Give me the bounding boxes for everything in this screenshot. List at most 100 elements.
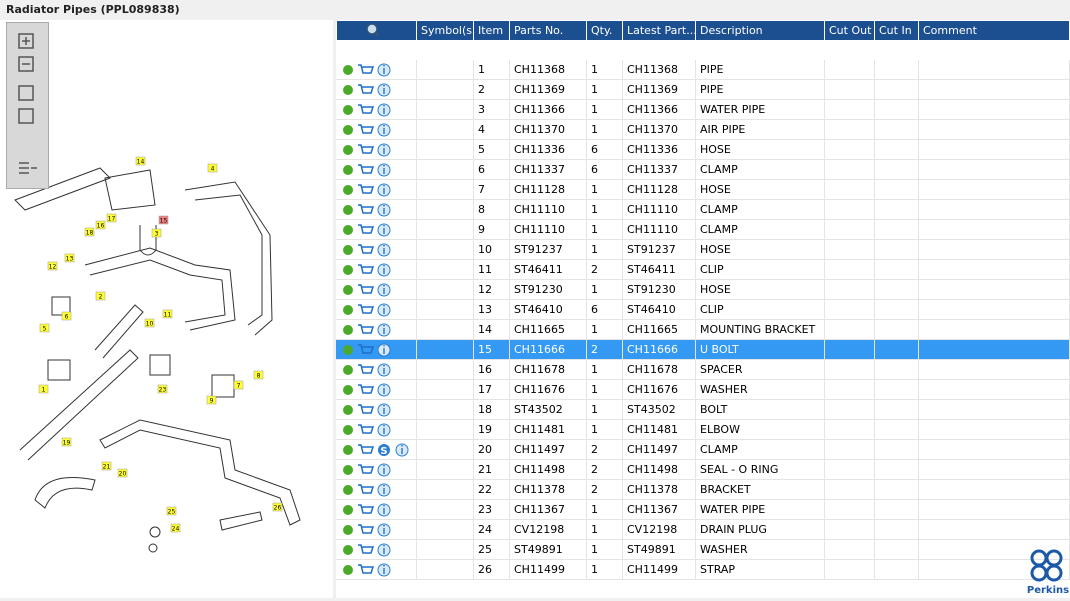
zoom-in[interactable]: [18, 33, 34, 49]
cell-description: BOLT: [696, 400, 825, 419]
cell-item: 25: [474, 540, 510, 559]
reset[interactable]: [18, 108, 34, 124]
cell-qty: 1: [587, 400, 623, 419]
cart-icon: [358, 304, 375, 314]
cell-item: 12: [474, 280, 510, 299]
cell-part: CH11337: [510, 160, 587, 179]
config-icon: [343, 225, 353, 235]
cell-empty: [875, 480, 919, 499]
cart-icon: [358, 544, 375, 554]
row-actions: [343, 423, 391, 437]
cell-empty: [417, 180, 474, 199]
grid-row[interactable]: 3 CH11366 1 CH11366 WATER PIPE: [336, 100, 1070, 120]
cell: [416, 440, 417, 459]
cell-latest: CH11128: [623, 180, 696, 199]
callout-label: 24: [172, 526, 180, 533]
zoom-out[interactable]: [18, 56, 34, 72]
cart-icon: [358, 484, 375, 494]
grid-row[interactable]: 17 CH11676 1 CH11676 WASHER: [336, 380, 1070, 400]
grid-row[interactable]: 21 CH11498 2 CH11498 SEAL - O RING: [336, 460, 1070, 480]
strap: [219, 511, 263, 531]
grid-row[interactable]: 2 CH11369 1 CH11369 PIPE: [336, 80, 1070, 100]
grid-row[interactable]: 11 ST46411 2 ST46411 CLIP: [336, 260, 1070, 280]
cell-empty: [417, 340, 474, 359]
cell-empty: [417, 560, 474, 579]
cart-icon: [358, 184, 375, 194]
grid-row[interactable]: 8 CH11110 1 CH11110 CLAMP: [336, 200, 1070, 220]
cell-empty: [417, 200, 474, 219]
cart-icon: [358, 124, 375, 134]
cell-empty: [825, 320, 875, 339]
cell-latest: ST43502: [623, 400, 696, 419]
zoom-toolbar: [6, 22, 49, 189]
callout-label: 21: [103, 464, 111, 471]
cell-latest: CH11497: [623, 440, 696, 459]
grid-row[interactable]: 6 CH11337 6 CH11337 CLAMP: [336, 160, 1070, 180]
cell-empty: [825, 360, 875, 379]
row-actions: [343, 163, 391, 177]
grid-row[interactable]: 22 CH11378 2 CH11378 BRACKET: [336, 480, 1070, 500]
cell-latest: CH11498: [623, 460, 696, 479]
cell: [416, 460, 417, 479]
row-actions: [343, 483, 391, 497]
grid-row[interactable]: 18 ST43502 1 ST43502 BOLT: [336, 400, 1070, 420]
grid-row[interactable]: 23 CH11367 1 CH11367 WATER PIPE: [336, 500, 1070, 520]
row-actions: [343, 503, 391, 517]
cell-empty: [417, 460, 474, 479]
cell-description: CLAMP: [696, 220, 825, 239]
cell-empty: [825, 540, 875, 559]
config-icon: [343, 285, 353, 295]
grid-row[interactable]: 1 CH11368 1 CH11368 PIPE: [336, 60, 1070, 80]
cell-empty: [919, 500, 1070, 519]
cell-empty: [919, 440, 1070, 459]
cell-empty: [875, 500, 919, 519]
cell-qty: 1: [587, 280, 623, 299]
grid-row[interactable]: 25 ST49891 1 ST49891 WASHER: [336, 540, 1070, 560]
cell-latest: CH11378: [623, 480, 696, 499]
cell: [416, 560, 417, 579]
grid-row[interactable]: 12 ST91230 1 ST91230 HOSE: [336, 280, 1070, 300]
cell-item: 23: [474, 500, 510, 519]
callout-box: [47, 261, 58, 271]
grid-row[interactable]: 5 CH11336 6 CH11336 HOSE: [336, 140, 1070, 160]
cell-empty: [875, 520, 919, 539]
search-header[interactable]: [337, 21, 417, 40]
callout-label: 18: [86, 230, 94, 237]
cell-latest: CH11110: [623, 220, 696, 239]
cell-qty: 1: [587, 380, 623, 399]
config-icon: [343, 105, 353, 115]
grid-row[interactable]: 24 CV12198 1 CV12198 DRAIN PLUG: [336, 520, 1070, 540]
cell-empty: [919, 340, 1070, 359]
cell-item: 17: [474, 380, 510, 399]
grid-row[interactable]: 4 CH11370 1 CH11370 AIR PIPE: [336, 120, 1070, 140]
grid-row[interactable]: 16 CH11678 1 CH11678 SPACER: [336, 360, 1070, 380]
cell-empty: [417, 120, 474, 139]
grid-row[interactable]: 26 CH11499 1 CH11499 STRAP: [336, 560, 1070, 580]
grid-row[interactable]: 19 CH11481 1 CH11481 ELBOW: [336, 420, 1070, 440]
cell-description: AIR PIPE: [696, 120, 825, 139]
cell-qty: 6: [587, 160, 623, 179]
grid-row[interactable]: 15 CH11666 2 CH11666 U BOLT: [336, 340, 1070, 360]
row-actions: [343, 143, 391, 157]
cell-empty: [417, 540, 474, 559]
config-icon: [343, 545, 353, 555]
grid-row[interactable]: S 20 CH11497 2 CH11497 CLAMP: [336, 440, 1070, 460]
cell-part: CH11110: [510, 220, 587, 239]
cell-empty: [875, 560, 919, 579]
callout-box: [206, 395, 217, 405]
cell-part: CH11366: [510, 100, 587, 119]
config-icon: [343, 125, 353, 135]
cell-latest: CH11499: [623, 560, 696, 579]
cell-empty: [919, 140, 1070, 159]
cell-empty: [825, 300, 875, 319]
cell-description: HOSE: [696, 240, 825, 259]
grid-row[interactable]: 7 CH11128 1 CH11128 HOSE: [336, 180, 1070, 200]
grid-row[interactable]: 10 ST91237 1 ST91237 HOSE: [336, 240, 1070, 260]
grid-row[interactable]: 9 CH11110 1 CH11110 CLAMP: [336, 220, 1070, 240]
cell-empty: [417, 100, 474, 119]
fit[interactable]: [18, 85, 34, 101]
export[interactable]: [19, 162, 37, 174]
grid-row[interactable]: 13 ST46410 6 ST46410 CLIP: [336, 300, 1070, 320]
grid-row[interactable]: 14 CH11665 1 CH11665 MOUNTING BRACKET: [336, 320, 1070, 340]
